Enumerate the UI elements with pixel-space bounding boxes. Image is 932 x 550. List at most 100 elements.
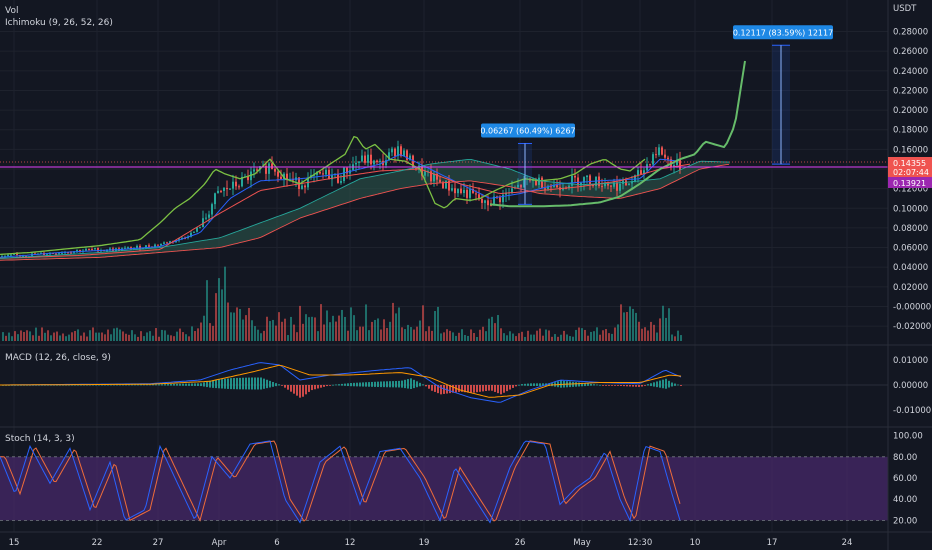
- candle-body: [124, 247, 126, 249]
- time-axis[interactable]: 15 22 27 Apr 6 12 19 26 May 12:30 10 17 24: [9, 538, 853, 548]
- macd-histogram-bar: [440, 385, 442, 395]
- stoch-axis[interactable]: 100.00 80.00 60.00 40.00 20.00: [893, 432, 923, 527]
- volume-bar: [299, 305, 301, 341]
- volume-bar: [77, 329, 79, 341]
- candle-body: [247, 176, 249, 181]
- volume-bar: [173, 336, 175, 341]
- macd-histogram-bar: [524, 383, 526, 386]
- volume-bar: [197, 328, 199, 341]
- price-tick-label: -0.00000: [893, 302, 931, 312]
- candle-body: [58, 253, 60, 255]
- price-tick-label: 0.28000: [893, 28, 928, 38]
- measure-annotations[interactable]: 0.12117 (83.59%) 12117 0.06267 (60.49%) 6…: [480, 25, 833, 205]
- volume-bar: [47, 330, 49, 341]
- volume-bar: [155, 328, 157, 341]
- macd-histogram-bar: [275, 383, 277, 387]
- macd-histogram-bar: [299, 385, 301, 398]
- volume-bar: [587, 335, 589, 341]
- candle-body: [199, 227, 201, 229]
- macd-histogram-bar: [338, 384, 340, 386]
- vol-label[interactable]: Vol: [5, 6, 18, 16]
- volume-bar: [584, 329, 586, 341]
- volume-bar: [239, 309, 241, 341]
- macd-histogram-bar: [71, 384, 73, 386]
- volume-bar: [674, 336, 676, 341]
- macd-histogram-bar: [302, 385, 304, 397]
- candle-body: [394, 148, 396, 157]
- macd-histogram-bar: [362, 382, 364, 387]
- candle-body: [157, 244, 159, 246]
- volume-bar: [662, 305, 664, 341]
- macd-histogram-bar: [158, 384, 160, 386]
- macd-histogram-bar: [248, 377, 250, 390]
- candle-body: [154, 244, 156, 248]
- candle-body: [643, 170, 645, 175]
- macd-histogram-bar: [371, 381, 373, 387]
- candle-body: [637, 170, 639, 176]
- candle-body: [358, 161, 360, 163]
- stoch-tick-label: 60.00: [893, 474, 917, 484]
- svg-text:0.14355: 0.14355: [893, 159, 926, 168]
- candle-body: [94, 247, 96, 250]
- macd-label[interactable]: MACD (12, 26, close, 9): [5, 353, 111, 363]
- candle-body: [274, 168, 276, 172]
- macd-histogram-bar: [320, 385, 322, 388]
- macd-histogram-bar: [179, 383, 181, 386]
- candle-body: [406, 150, 408, 160]
- macd-tick-label: -0.01000: [893, 406, 931, 416]
- macd-histogram-bar: [422, 384, 424, 386]
- ichimoku-label[interactable]: Ichimoku (9, 26, 52, 26): [5, 18, 113, 28]
- candle-body: [238, 186, 240, 188]
- candle-body: [550, 186, 552, 188]
- volume-bar: [443, 332, 445, 341]
- volume-bar: [638, 321, 640, 341]
- macd-axis[interactable]: 0.01000 0.00000 -0.01000: [893, 356, 931, 416]
- candle-body: [139, 245, 141, 250]
- volume-bar: [308, 317, 310, 341]
- volume-bar: [62, 333, 64, 341]
- volume-bar: [32, 335, 34, 341]
- macd-histogram-bar: [221, 379, 223, 389]
- volume-bar: [527, 330, 529, 341]
- macd-histogram-bar: [359, 382, 361, 387]
- stoch-tick-label: 20.00: [893, 516, 917, 526]
- candle-body: [673, 165, 675, 168]
- candle-body: [292, 179, 294, 181]
- macd-histogram-bar: [257, 377, 259, 390]
- macd-histogram-bar: [542, 383, 544, 386]
- price-axis[interactable]: USDT 0.28000 0.26000 0.24000 0.22000 0.20000…: [893, 4, 931, 332]
- volume-bar: [281, 321, 283, 341]
- candle-body: [163, 242, 165, 244]
- volume-bar: [56, 331, 58, 341]
- volume-bar: [359, 326, 361, 341]
- volume-bar: [659, 318, 661, 341]
- candle-body: [256, 169, 258, 171]
- volume-bar: [224, 266, 226, 341]
- volume-bar: [353, 315, 355, 341]
- macd-histogram-bar: [251, 377, 253, 390]
- stoch-label[interactable]: Stoch (14, 3, 3): [5, 434, 75, 444]
- ichimoku-span-a-line: [0, 158, 730, 259]
- horizontal-level[interactable]: [0, 161, 888, 168]
- candle-body: [13, 253, 15, 255]
- macd-histogram-bar: [134, 384, 136, 386]
- candle-body: [70, 252, 72, 254]
- candle-body: [541, 177, 543, 189]
- macd-histogram-bar: [146, 384, 148, 386]
- volume-bar: [668, 308, 670, 341]
- volume-bar: [398, 307, 400, 341]
- ichimoku-base-line: [0, 163, 691, 259]
- macd-histogram-bar: [434, 385, 436, 392]
- volume-bar: [125, 333, 127, 341]
- macd-signal-line: [0, 364, 682, 398]
- volume-bar: [479, 329, 481, 341]
- macd-histogram-bar: [113, 384, 115, 386]
- macd-histogram-bar: [239, 377, 241, 390]
- macd-histogram-bar: [365, 382, 367, 387]
- volume-bar: [350, 307, 352, 341]
- volume-bar: [647, 330, 649, 341]
- volume-bar: [626, 312, 628, 341]
- macd-histogram-bar: [335, 384, 337, 386]
- macd-histogram-bar: [590, 383, 592, 386]
